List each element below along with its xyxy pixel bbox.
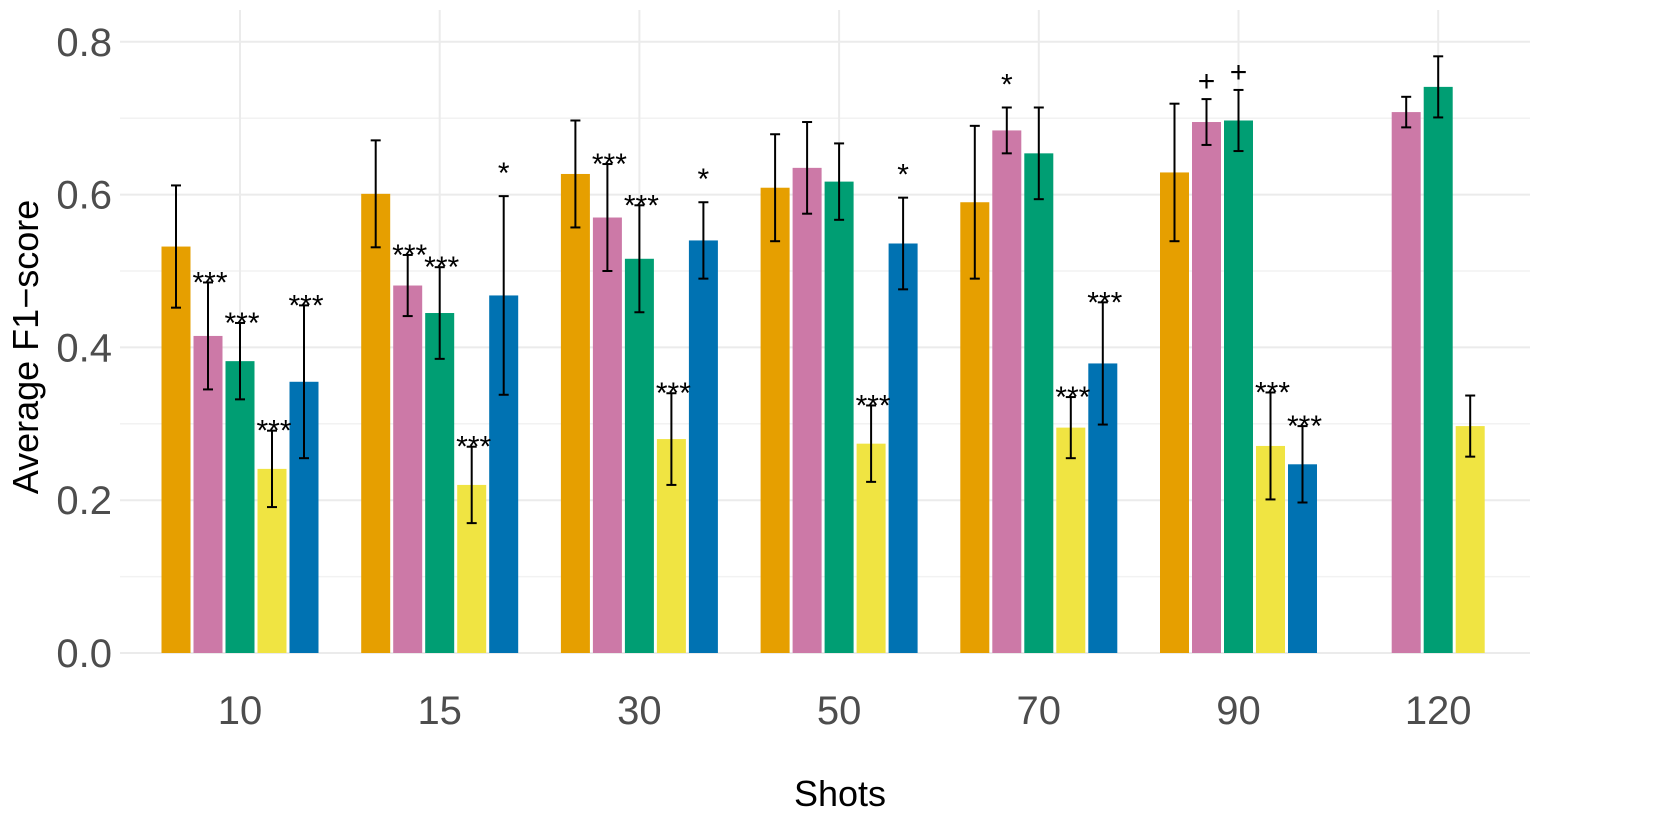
y-tick-label: 0.6 bbox=[56, 174, 112, 218]
x-tick-label: 70 bbox=[1017, 689, 1062, 733]
error-bar bbox=[299, 304, 309, 460]
bar bbox=[560, 173, 590, 654]
significance-label: *** bbox=[592, 148, 627, 181]
error-bar bbox=[402, 253, 413, 318]
bar bbox=[824, 181, 854, 653]
y-tick-labels: 0.0 0.2 0.4 0.6 0.8 bbox=[56, 21, 112, 676]
error-bar bbox=[370, 139, 381, 249]
significance-label: *** bbox=[256, 415, 291, 448]
bar bbox=[1192, 122, 1221, 653]
bar bbox=[992, 130, 1022, 653]
bar bbox=[624, 258, 654, 653]
significance-label: + bbox=[1230, 56, 1248, 89]
y-axis-title: Average F1−score bbox=[5, 200, 46, 495]
bar bbox=[688, 240, 718, 653]
error-bar bbox=[866, 404, 877, 483]
x-tick-label: 30 bbox=[617, 689, 662, 733]
error-bar bbox=[602, 163, 613, 272]
y-tick-label: 0.4 bbox=[56, 326, 112, 370]
significance-label: *** bbox=[424, 251, 459, 284]
x-tick-label: 15 bbox=[417, 689, 462, 733]
error-bar bbox=[770, 133, 781, 243]
error-bars bbox=[171, 55, 1476, 525]
bar bbox=[225, 361, 255, 653]
significance-label: *** bbox=[392, 239, 427, 272]
significance-label: *** bbox=[224, 307, 259, 340]
x-axis-title: Shots bbox=[794, 773, 886, 814]
significance-label: *** bbox=[1055, 381, 1090, 414]
x-tick-label: 10 bbox=[218, 689, 263, 733]
bar bbox=[1224, 120, 1253, 653]
significance-label: *** bbox=[192, 266, 227, 299]
significance-label: *** bbox=[1287, 410, 1322, 443]
significance-label: *** bbox=[624, 189, 659, 222]
significance-label: * bbox=[498, 157, 510, 190]
error-bar bbox=[1401, 95, 1412, 129]
bar bbox=[161, 246, 191, 653]
x-tick-label: 90 bbox=[1216, 689, 1261, 733]
error-bar bbox=[834, 142, 845, 221]
error-bar bbox=[1065, 396, 1076, 460]
error-bar bbox=[1297, 425, 1308, 504]
error-bar bbox=[171, 184, 181, 309]
significance-label: *** bbox=[1255, 376, 1290, 409]
error-bar bbox=[267, 429, 277, 509]
error-bar bbox=[802, 121, 813, 215]
bar bbox=[1455, 426, 1485, 653]
bars bbox=[161, 86, 1485, 654]
error-bar bbox=[1265, 391, 1276, 501]
significance-label: * bbox=[1001, 69, 1013, 102]
bar bbox=[393, 285, 423, 653]
x-tick-label: 50 bbox=[817, 689, 862, 733]
y-tick-label: 0.0 bbox=[56, 632, 112, 676]
x-tick-labels: 10 15 30 50 70 90 120 bbox=[218, 689, 1472, 733]
error-bar bbox=[1097, 301, 1108, 426]
error-bar bbox=[203, 281, 213, 391]
error-bar bbox=[634, 204, 645, 314]
significance-label: * bbox=[698, 163, 710, 196]
y-tick-label: 0.8 bbox=[56, 21, 112, 65]
error-bar bbox=[1465, 394, 1476, 458]
error-bar bbox=[666, 392, 677, 486]
bar bbox=[760, 187, 790, 653]
bar bbox=[361, 193, 391, 653]
significance-label: *** bbox=[456, 431, 491, 464]
bar bbox=[592, 217, 622, 653]
error-bar bbox=[1201, 98, 1212, 146]
bar bbox=[888, 243, 918, 653]
significance-label: *** bbox=[288, 289, 323, 322]
error-bar bbox=[235, 321, 245, 401]
significance-label: *** bbox=[856, 389, 891, 422]
bar bbox=[1056, 427, 1086, 653]
error-bar bbox=[1233, 88, 1244, 153]
bar bbox=[1391, 112, 1421, 653]
significance-label: *** bbox=[656, 377, 691, 410]
error-bar bbox=[434, 266, 445, 360]
error-bar bbox=[1169, 102, 1180, 243]
significance-label: + bbox=[1198, 65, 1216, 98]
x-tick-label: 120 bbox=[1405, 689, 1472, 733]
bar bbox=[1160, 172, 1189, 653]
y-tick-label: 0.2 bbox=[56, 479, 112, 523]
error-bar bbox=[698, 201, 709, 280]
bar bbox=[1024, 153, 1054, 653]
error-bar bbox=[1433, 55, 1444, 119]
error-bar bbox=[969, 124, 980, 280]
error-bar bbox=[570, 119, 581, 229]
significance-label: * bbox=[897, 159, 909, 192]
error-bar bbox=[466, 445, 477, 525]
significance-label: *** bbox=[1087, 286, 1122, 319]
error-bar bbox=[498, 195, 509, 396]
error-bar bbox=[1033, 106, 1044, 201]
error-bar bbox=[1001, 106, 1012, 155]
bar bbox=[425, 313, 455, 653]
error-bar bbox=[898, 196, 909, 291]
bar bbox=[792, 167, 822, 654]
significance-labels: ********************** ******************… bbox=[192, 56, 1322, 464]
bar bbox=[1423, 86, 1453, 654]
